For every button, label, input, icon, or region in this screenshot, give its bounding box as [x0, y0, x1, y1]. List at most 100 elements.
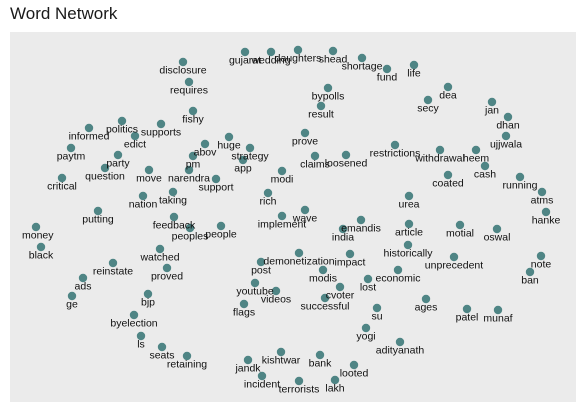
node-result	[316, 101, 326, 111]
node-app	[238, 155, 248, 165]
node-wave	[300, 205, 310, 215]
node-implement	[277, 211, 287, 221]
node-label-cvoter: cvoter	[326, 290, 355, 302]
node-label-move: move	[136, 173, 162, 185]
node-label-oswal: oswal	[484, 232, 511, 244]
node-label-ages: ages	[415, 302, 438, 314]
node-yogi	[361, 323, 371, 333]
node-black	[36, 242, 46, 252]
node-adityanath	[395, 337, 405, 347]
node-gujarat	[240, 47, 250, 57]
node-dea	[443, 82, 453, 92]
node-seats	[157, 342, 167, 352]
node-running	[515, 172, 525, 182]
node-atms	[537, 187, 547, 197]
node-label-videos: videos	[261, 294, 291, 306]
node-shead	[328, 46, 338, 56]
node-withdrawal	[435, 145, 445, 155]
node-label-proved: proved	[151, 271, 183, 283]
node-label-paytm: paytm	[57, 151, 86, 163]
node-label-ads: ads	[75, 281, 92, 293]
node-claims	[310, 151, 320, 161]
node-munaf	[493, 305, 503, 315]
node-label-taking: taking	[159, 195, 187, 207]
node-prove	[300, 128, 310, 138]
node-label-pm: pm	[186, 159, 201, 171]
node-watched	[155, 244, 165, 254]
node-label-abov: abov	[194, 147, 218, 159]
node-ages	[421, 294, 431, 304]
node-india	[338, 224, 348, 234]
node-su	[372, 303, 382, 313]
node-modi	[277, 166, 287, 176]
node-support	[211, 174, 221, 184]
node-label-looted: looted	[340, 368, 369, 380]
node-label-gujarat: gujarat	[229, 55, 261, 67]
node-label-lakh: lakh	[325, 383, 344, 395]
node-label-loosened: loosened	[325, 158, 368, 170]
node-oswal	[492, 224, 502, 234]
node-label-hanke: hanke	[532, 215, 561, 227]
node-label-note: note	[531, 259, 552, 271]
node-label-disclosure: disclosure	[159, 65, 206, 77]
node-label-watched: watched	[139, 252, 179, 264]
node-label-prove: prove	[292, 136, 318, 148]
node-restrictions	[390, 140, 400, 150]
node-fund	[382, 64, 392, 74]
word-network-plot: gujaratweddingdaughterssheadshortagefund…	[22, 45, 561, 396]
node-narendra	[184, 165, 194, 175]
node-label-impact: impact	[335, 257, 366, 269]
node-label-question: question	[85, 171, 125, 183]
node-label-kishtwar: kishtwar	[262, 355, 301, 367]
node-label-huge: huge	[217, 140, 241, 152]
node-reinstate	[108, 258, 118, 268]
node-label-youtube: youtube	[236, 286, 274, 298]
node-edict	[130, 131, 140, 141]
node-jandk	[243, 355, 253, 365]
node-label-peoples: peoples	[172, 231, 209, 243]
node-politics	[117, 116, 127, 126]
node-label-strategy: strategy	[231, 151, 269, 163]
node-label-rich: rich	[260, 196, 277, 208]
node-kishtwar	[276, 347, 286, 357]
node-label-post: post	[251, 265, 271, 277]
node-label-people: people	[205, 229, 237, 241]
node-label-demonetization: demonetization	[263, 256, 334, 268]
node-label-critical: critical	[47, 181, 77, 193]
node-cvoter	[335, 282, 345, 292]
node-label-byelection: byelection	[110, 318, 157, 330]
node-taking	[168, 187, 178, 197]
node-label-patel: patel	[456, 312, 479, 324]
node-article	[404, 219, 414, 229]
node-label-su: su	[371, 311, 382, 323]
node-jan	[487, 97, 497, 107]
node-strategy	[245, 143, 255, 153]
chart-title: Word Network	[10, 4, 118, 23]
node-patel	[462, 304, 472, 314]
node-label-india: india	[332, 232, 354, 244]
node-label-shortage: shortage	[342, 61, 383, 73]
node-label-bjp: bjp	[141, 297, 155, 309]
node-label-jandk: jandk	[234, 363, 261, 375]
node-label-modi: modi	[271, 174, 294, 186]
node-unprecedent	[449, 252, 459, 262]
node-proved	[162, 263, 172, 273]
node-putting	[93, 206, 103, 216]
node-label-economic: economic	[376, 273, 421, 285]
node-daughters	[293, 45, 303, 55]
node-label-wave: wave	[292, 213, 318, 225]
node-label-black: black	[29, 250, 54, 262]
node-label-support: support	[198, 182, 233, 194]
node-label-edict: edict	[124, 139, 146, 151]
node-label-running: running	[502, 180, 537, 192]
node-bjp	[143, 289, 153, 299]
node-label-restrictions: restrictions	[370, 148, 421, 160]
node-label-reinstate: reinstate	[93, 266, 133, 278]
node-note	[536, 251, 546, 261]
node-rich	[263, 188, 273, 198]
node-lost	[363, 274, 373, 284]
node-videos	[271, 286, 281, 296]
node-label-modis: modis	[309, 273, 337, 285]
node-label-ge: ge	[66, 299, 78, 311]
node-label-party: party	[106, 158, 130, 170]
